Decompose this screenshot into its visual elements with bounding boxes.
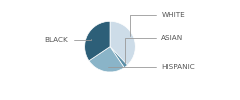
Wedge shape — [85, 21, 110, 61]
Wedge shape — [110, 21, 135, 65]
Text: ASIAN: ASIAN — [125, 35, 184, 63]
Text: WHITE: WHITE — [130, 12, 185, 36]
Text: HISPANIC: HISPANIC — [108, 64, 195, 70]
Wedge shape — [89, 47, 124, 72]
Wedge shape — [110, 47, 127, 68]
Text: BLACK: BLACK — [44, 37, 91, 43]
